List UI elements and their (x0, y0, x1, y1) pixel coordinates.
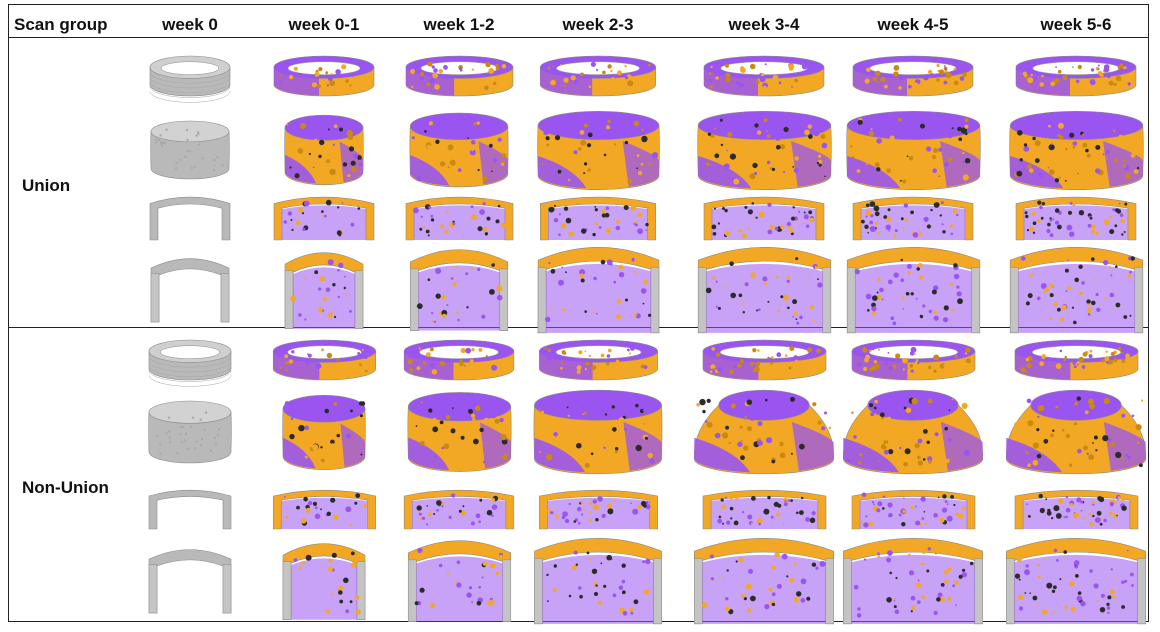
scan-union-cutaway-body-w2 (409, 249, 509, 331)
scan-union-cutaway-body-w5 (846, 247, 980, 334)
header-week-1-2: week 1-2 (423, 15, 495, 34)
scan-nonunion-cutaway-top-w2 (403, 489, 515, 530)
scan-union-cutaway-top-w5 (852, 196, 974, 241)
scan-union-defect-body-w5 (845, 110, 981, 190)
header-scan-group: Scan group (14, 15, 108, 34)
scan-nonunion-cutaway-body-w1 (282, 542, 366, 620)
scan-nonunion-cutaway-body-w2 (407, 540, 511, 622)
scan-nonunion-top-ring-w5 (851, 339, 975, 381)
scan-union-cutaway-top-w1 (273, 196, 375, 241)
scan-nonunion-defect-body-w1 (282, 394, 366, 470)
header-week-3-4: week 3-4 (728, 15, 800, 34)
scan-nonunion-cutaway-top-w4 (702, 489, 826, 530)
scan-nonunion-top-ring-w3 (538, 339, 658, 381)
header-divider (8, 37, 1149, 38)
scan-union-cutaway-body-w4 (697, 247, 831, 334)
scan-nonunion-defect-body-w2 (406, 392, 512, 472)
scan-nonunion-cutaway-top-w5 (851, 489, 975, 530)
scan-union-cutaway-top-w4 (703, 196, 825, 241)
scan-union-top-ring-w4 (703, 55, 825, 97)
scan-nonunion-cutaway-body-w6 (1006, 538, 1146, 625)
scan-nonunion-cutaway-body-w3 (534, 538, 662, 625)
header-week-5-6: week 5-6 (1040, 15, 1112, 34)
scan-union-defect-body-w0 (150, 120, 230, 180)
scan-nonunion-cutaway-body-w0 (148, 549, 232, 614)
scan-nonunion-top-ring-w0 (148, 339, 232, 387)
scan-nonunion-cutaway-top-w6 (1014, 489, 1138, 530)
scan-union-cutaway-body-w3 (537, 247, 659, 334)
scan-union-cutaway-top-w3 (540, 196, 656, 241)
scan-nonunion-defect-body-w3 (533, 389, 663, 475)
scan-nonunion-defect-body-w6 (1005, 389, 1147, 475)
scan-union-top-ring-w1 (273, 55, 375, 97)
scan-union-top-ring-w2 (405, 55, 513, 97)
scan-nonunion-cutaway-body-w5 (843, 538, 983, 625)
header-week-4-5: week 4-5 (877, 15, 949, 34)
group-label-non-union: Non-Union (22, 478, 109, 497)
scan-nonunion-top-ring-w6 (1014, 339, 1138, 381)
scan-nonunion-cutaway-top-w0 (148, 489, 232, 530)
scan-union-cutaway-top-w0 (149, 196, 231, 241)
scan-union-defect-body-w6 (1008, 110, 1144, 190)
scan-nonunion-cutaway-body-w4 (694, 538, 834, 625)
scan-union-defect-body-w3 (536, 110, 660, 190)
scan-union-defect-body-w1 (284, 114, 364, 186)
scan-nonunion-top-ring-w2 (403, 339, 515, 381)
scan-union-cutaway-body-w0 (150, 258, 230, 323)
scan-nonunion-defect-body-w4 (693, 389, 835, 475)
scan-union-defect-body-w2 (409, 112, 509, 188)
scan-nonunion-top-ring-w1 (272, 339, 376, 381)
scan-nonunion-defect-body-w0 (148, 400, 232, 464)
scan-union-defect-body-w4 (696, 110, 832, 190)
scan-union-cutaway-top-w6 (1015, 196, 1137, 241)
scan-nonunion-cutaway-top-w3 (538, 489, 658, 530)
figure: Scan group week 0 week 0-1 week 1-2 week… (8, 4, 1152, 625)
scan-union-top-ring-w6 (1015, 55, 1137, 97)
header-week-2-3: week 2-3 (562, 15, 634, 34)
scan-union-cutaway-body-w6 (1009, 247, 1143, 334)
group-label-union: Union (22, 176, 71, 195)
scan-union-top-ring-w5 (852, 55, 974, 97)
header-week-0: week 0 (162, 15, 218, 34)
scan-nonunion-defect-body-w5 (842, 389, 984, 475)
scan-union-top-ring-w0 (149, 55, 231, 103)
scan-union-cutaway-top-w2 (405, 196, 513, 241)
scan-union-cutaway-body-w1 (284, 251, 364, 329)
scan-nonunion-top-ring-w4 (702, 339, 826, 381)
scan-union-top-ring-w3 (539, 55, 657, 97)
header-week-0-1: week 0-1 (288, 15, 360, 34)
scan-nonunion-cutaway-top-w1 (272, 489, 376, 530)
